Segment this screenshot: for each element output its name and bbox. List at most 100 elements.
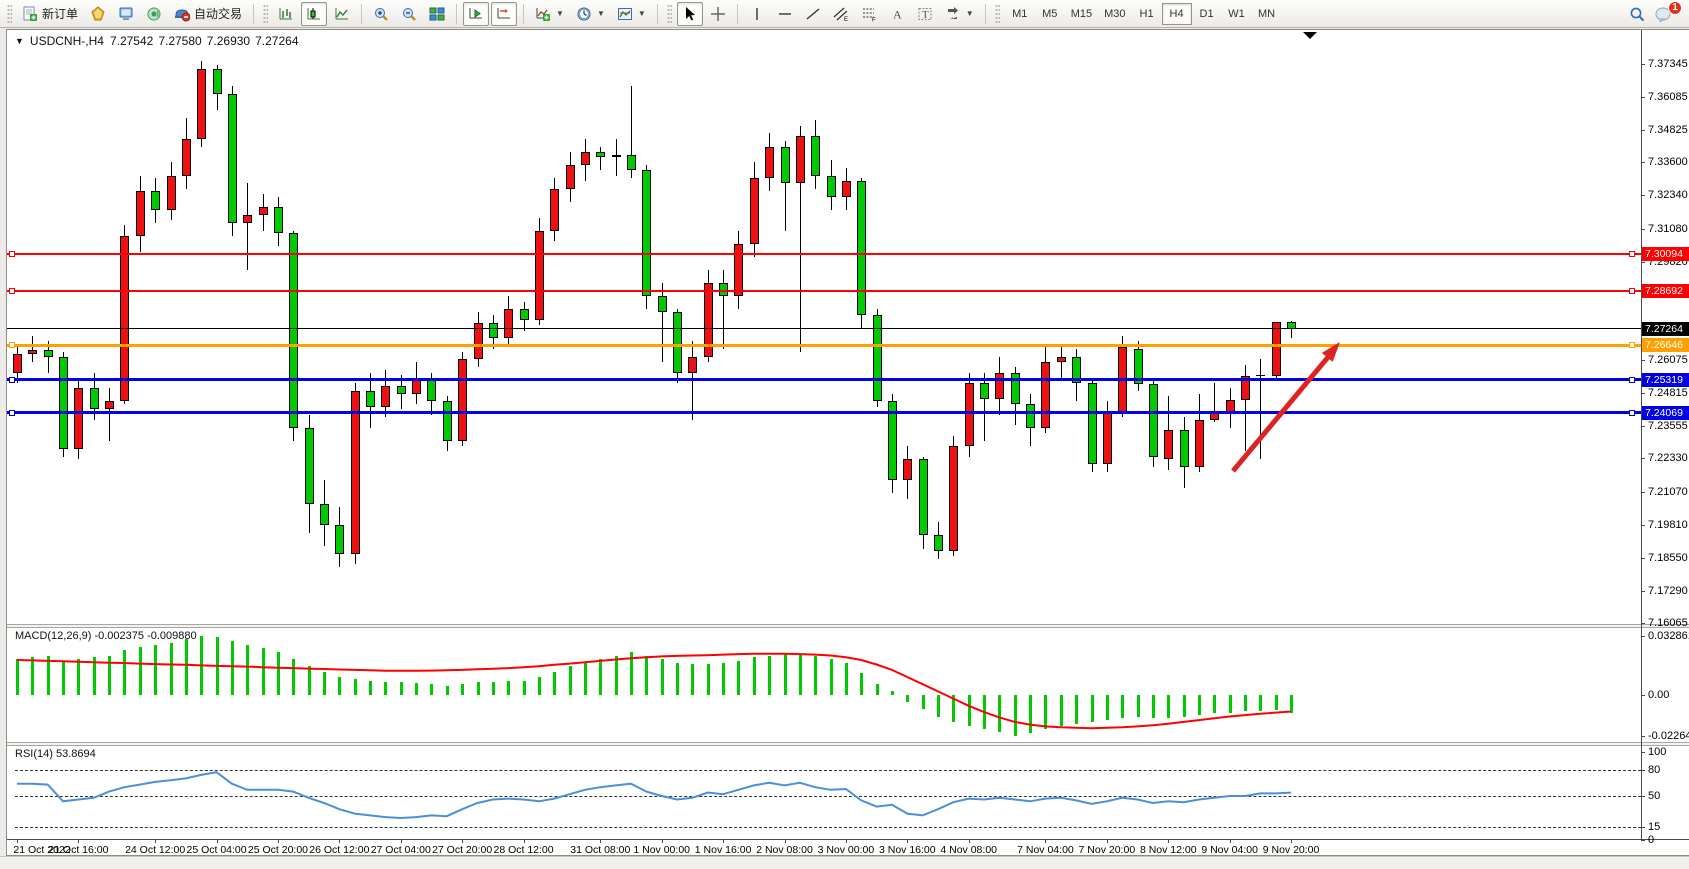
zoom-in-button[interactable] <box>368 2 394 26</box>
price-tick-label: 7.17290 <box>1648 584 1688 597</box>
fibonacci-icon: F <box>861 6 877 23</box>
price-level-line[interactable] <box>7 411 1641 415</box>
line-handle[interactable] <box>1629 342 1635 349</box>
macd-histogram-bar <box>384 681 388 695</box>
periods-button[interactable]: ▼ <box>571 2 610 26</box>
tile-windows-button[interactable] <box>424 2 450 26</box>
pane-separator[interactable] <box>7 624 1689 628</box>
toolbar-grip <box>666 3 672 24</box>
candle-wick <box>723 270 725 349</box>
timeframe-button-m30[interactable]: M30 <box>1104 7 1126 20</box>
horizontal-line-tool-button[interactable] <box>772 2 798 26</box>
candlestick-chart-button[interactable] <box>301 1 328 26</box>
trendline-tool-button[interactable] <box>800 2 826 26</box>
timeframe-button-mn[interactable]: MN <box>1257 7 1276 20</box>
macd-histogram-bar <box>1029 695 1033 733</box>
line-handle[interactable] <box>9 409 15 416</box>
profile-button[interactable] <box>85 2 111 26</box>
chart-plot-area[interactable]: ▼ USDCNH-,H4 7.27542 7.27580 7.26930 7.2… <box>7 30 1689 857</box>
candle <box>243 214 253 223</box>
toolbar-grip <box>7 3 12 24</box>
candle <box>227 94 237 223</box>
timeframe-button-m1[interactable]: M1 <box>1012 7 1028 20</box>
macd-histogram-bar <box>1228 695 1232 713</box>
notifications-icon[interactable]: 1 <box>1655 0 1682 23</box>
autotrading-button[interactable]: 自动交易 <box>169 2 247 26</box>
timeframe-button-m15[interactable]: M15 <box>1070 7 1093 20</box>
line-chart-button[interactable] <box>329 2 355 26</box>
auto-scroll-button[interactable] <box>463 1 490 26</box>
tile-windows-icon <box>429 6 445 22</box>
line-handle[interactable] <box>9 288 15 295</box>
price-tick <box>1641 360 1645 362</box>
pane-separator[interactable] <box>7 742 1689 746</box>
price-tick <box>1641 64 1645 65</box>
ohlc-high: 7.27580 <box>158 34 202 48</box>
indicators-button[interactable]: ▼ <box>530 2 569 26</box>
zoom-out-icon <box>401 6 417 22</box>
rsi-tick-label: 0 <box>1648 834 1655 846</box>
macd-histogram-bar <box>461 684 465 695</box>
search-icon[interactable] <box>1629 6 1645 22</box>
time-axis-label: 2 Nov 08:00 <box>756 844 813 856</box>
arrows-tool-button[interactable]: ▼ <box>940 2 979 26</box>
price-tick-label: 7.19810 <box>1648 518 1688 531</box>
macd-histogram-bar <box>1197 695 1201 715</box>
price-level-line[interactable] <box>7 378 1641 382</box>
timeframe-button-h4[interactable]: H4 <box>1161 2 1192 25</box>
line-handle[interactable] <box>1629 288 1635 295</box>
time-tick <box>17 839 18 843</box>
macd-histogram-bar <box>722 662 726 695</box>
price-tick-label: 7.37345 <box>1648 58 1688 70</box>
fibonacci-tool-button[interactable]: F <box>856 2 882 26</box>
market-button[interactable] <box>113 2 139 26</box>
toolbar-grip <box>263 3 269 24</box>
price-level-line[interactable] <box>7 290 1641 293</box>
vertical-line-tool-button[interactable] <box>744 2 770 26</box>
price-level-line[interactable] <box>7 253 1641 256</box>
macd-histogram-bar <box>768 655 772 695</box>
line-handle[interactable] <box>9 251 15 258</box>
macd-histogram-bar <box>921 695 925 710</box>
macd-histogram-bar <box>246 644 250 695</box>
line-handle[interactable] <box>9 376 15 383</box>
line-handle[interactable] <box>1629 376 1635 383</box>
cursor-tool-button[interactable] <box>676 1 703 26</box>
candle <box>596 151 606 158</box>
chart-shift-button[interactable] <box>491 1 518 26</box>
text-label-tool-button[interactable]: T <box>912 2 938 26</box>
time-axis-label: 26 Oct 12:00 <box>309 844 370 856</box>
new-order-button[interactable]: 新订单 <box>17 2 83 26</box>
signals-button[interactable] <box>141 2 167 26</box>
time-axis-line <box>7 839 1689 840</box>
candle-wick <box>799 125 801 352</box>
macd-histogram-bar <box>292 659 296 695</box>
time-axis-label: 27 Oct 04:00 <box>370 844 431 856</box>
chart-window[interactable]: ▼ USDCNH-,H4 7.27542 7.27580 7.26930 7.2… <box>6 29 1689 856</box>
equidistant-channel-tool-button[interactable]: E <box>828 2 854 26</box>
line-handle[interactable] <box>9 342 15 349</box>
crosshair-tool-button[interactable] <box>705 2 731 26</box>
candle <box>473 322 483 360</box>
zoom-out-button[interactable] <box>396 2 422 26</box>
price-level-line[interactable] <box>7 328 1641 330</box>
candle <box>841 180 851 197</box>
timeframe-button-w1[interactable]: W1 <box>1228 7 1245 20</box>
timeframe-button-d1[interactable]: D1 <box>1199 7 1214 20</box>
text-tool-button[interactable]: A <box>884 2 910 26</box>
line-handle[interactable] <box>1629 251 1635 258</box>
candle <box>1056 356 1066 363</box>
price-level-line[interactable] <box>7 343 1641 347</box>
macd-histogram-bar <box>215 636 219 695</box>
chevron-down-icon: ▼ <box>637 9 646 18</box>
price-tick <box>1641 491 1645 493</box>
templates-button[interactable]: ▼ <box>612 2 651 26</box>
timeframe-button-h1[interactable]: H1 <box>1139 7 1154 20</box>
line-handle[interactable] <box>1629 409 1635 416</box>
candle <box>1102 411 1112 465</box>
chart-dropdown-icon[interactable]: ▼ <box>15 36 24 46</box>
price-tick-label: 7.36085 <box>1648 91 1688 104</box>
bar-chart-button[interactable] <box>273 2 299 26</box>
timeframe-button-m5[interactable]: M5 <box>1042 7 1058 20</box>
candle <box>59 356 69 449</box>
